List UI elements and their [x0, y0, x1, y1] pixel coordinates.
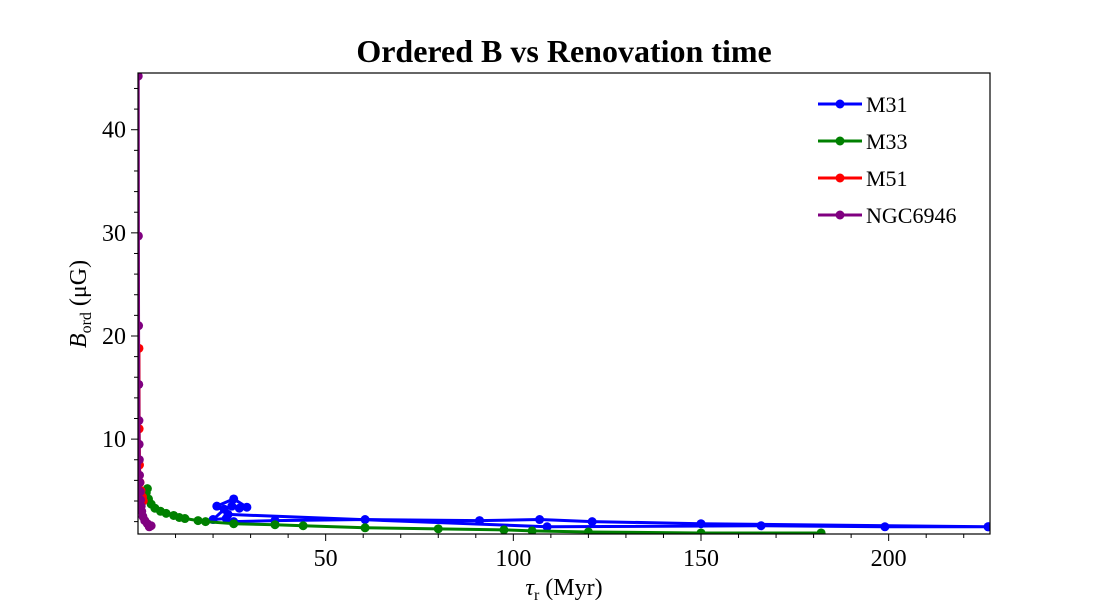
data-point: [212, 501, 222, 511]
data-point: [499, 525, 509, 534]
legend-label: M33: [866, 129, 908, 154]
data-point: [138, 477, 145, 487]
data-point: [475, 516, 485, 526]
y-axis-label: Bord (μG): [66, 260, 95, 348]
data-point: [180, 514, 190, 524]
x-tick-label: 150: [683, 546, 719, 572]
data-point: [527, 526, 537, 534]
data-point: [138, 416, 144, 426]
legend-item-ngc6946: NGC6946: [818, 203, 956, 228]
plot-frame: [137, 72, 991, 535]
y-tick-label: 30: [102, 221, 126, 247]
data-point: [583, 527, 593, 534]
data-point: [880, 522, 890, 532]
data-point: [983, 522, 990, 532]
data-point: [229, 494, 239, 504]
data-point: [161, 508, 171, 518]
y-tick-label: 20: [102, 324, 126, 350]
data-point: [138, 487, 145, 497]
data-point: [138, 455, 144, 465]
data-point: [816, 528, 826, 534]
x-tick-label: 100: [495, 546, 531, 572]
data-point: [535, 515, 545, 525]
data-point: [138, 379, 144, 389]
data-point: [234, 503, 244, 513]
data-point: [696, 528, 706, 534]
data-point: [146, 521, 156, 531]
x-tick-label: 200: [871, 546, 907, 572]
axis-ticks: 50 100 150 200 10 20 30 40: [102, 87, 965, 572]
legend-label: M51: [866, 166, 908, 191]
y-tick-label: 40: [102, 118, 126, 144]
data-point: [193, 516, 203, 526]
legend: M31 M33 M51 NGC6946: [818, 92, 956, 228]
data-point: [138, 439, 144, 449]
data-point: [242, 502, 252, 512]
data-point: [223, 509, 233, 519]
data-point: [270, 520, 280, 530]
data-point: [542, 522, 552, 532]
series-m33: [141, 484, 826, 534]
legend-label: NGC6946: [866, 203, 956, 228]
legend-marker: [835, 173, 845, 183]
data-point: [360, 523, 370, 533]
x-axis-label: τr (Myr): [525, 575, 602, 600]
data-point: [229, 519, 239, 529]
data-point: [360, 515, 370, 525]
data-point: [587, 517, 597, 527]
data-point: [756, 521, 766, 531]
data-point: [138, 73, 143, 81]
series-line-m31: [211, 497, 989, 529]
series-ngc6946: [138, 73, 156, 532]
chart-title: Ordered B vs Renovation time: [356, 33, 771, 69]
legend-marker: [835, 99, 845, 109]
x-tick-label: 50: [314, 546, 338, 572]
series-layer: [138, 73, 990, 534]
data-point: [201, 517, 211, 527]
y-tick-label: 10: [102, 427, 126, 453]
data-point: [138, 231, 143, 241]
legend-item-m31: M31: [818, 92, 908, 117]
legend-label: M31: [866, 92, 908, 117]
legend-marker: [835, 210, 845, 220]
legend-item-m33: M33: [818, 129, 908, 154]
data-point: [433, 524, 443, 534]
legend-item-m51: M51: [818, 166, 908, 191]
data-point: [298, 521, 308, 531]
legend-marker: [835, 136, 845, 146]
data-point: [138, 470, 144, 480]
data-point: [227, 501, 237, 511]
data-point: [138, 321, 144, 331]
data-point: [696, 519, 706, 529]
